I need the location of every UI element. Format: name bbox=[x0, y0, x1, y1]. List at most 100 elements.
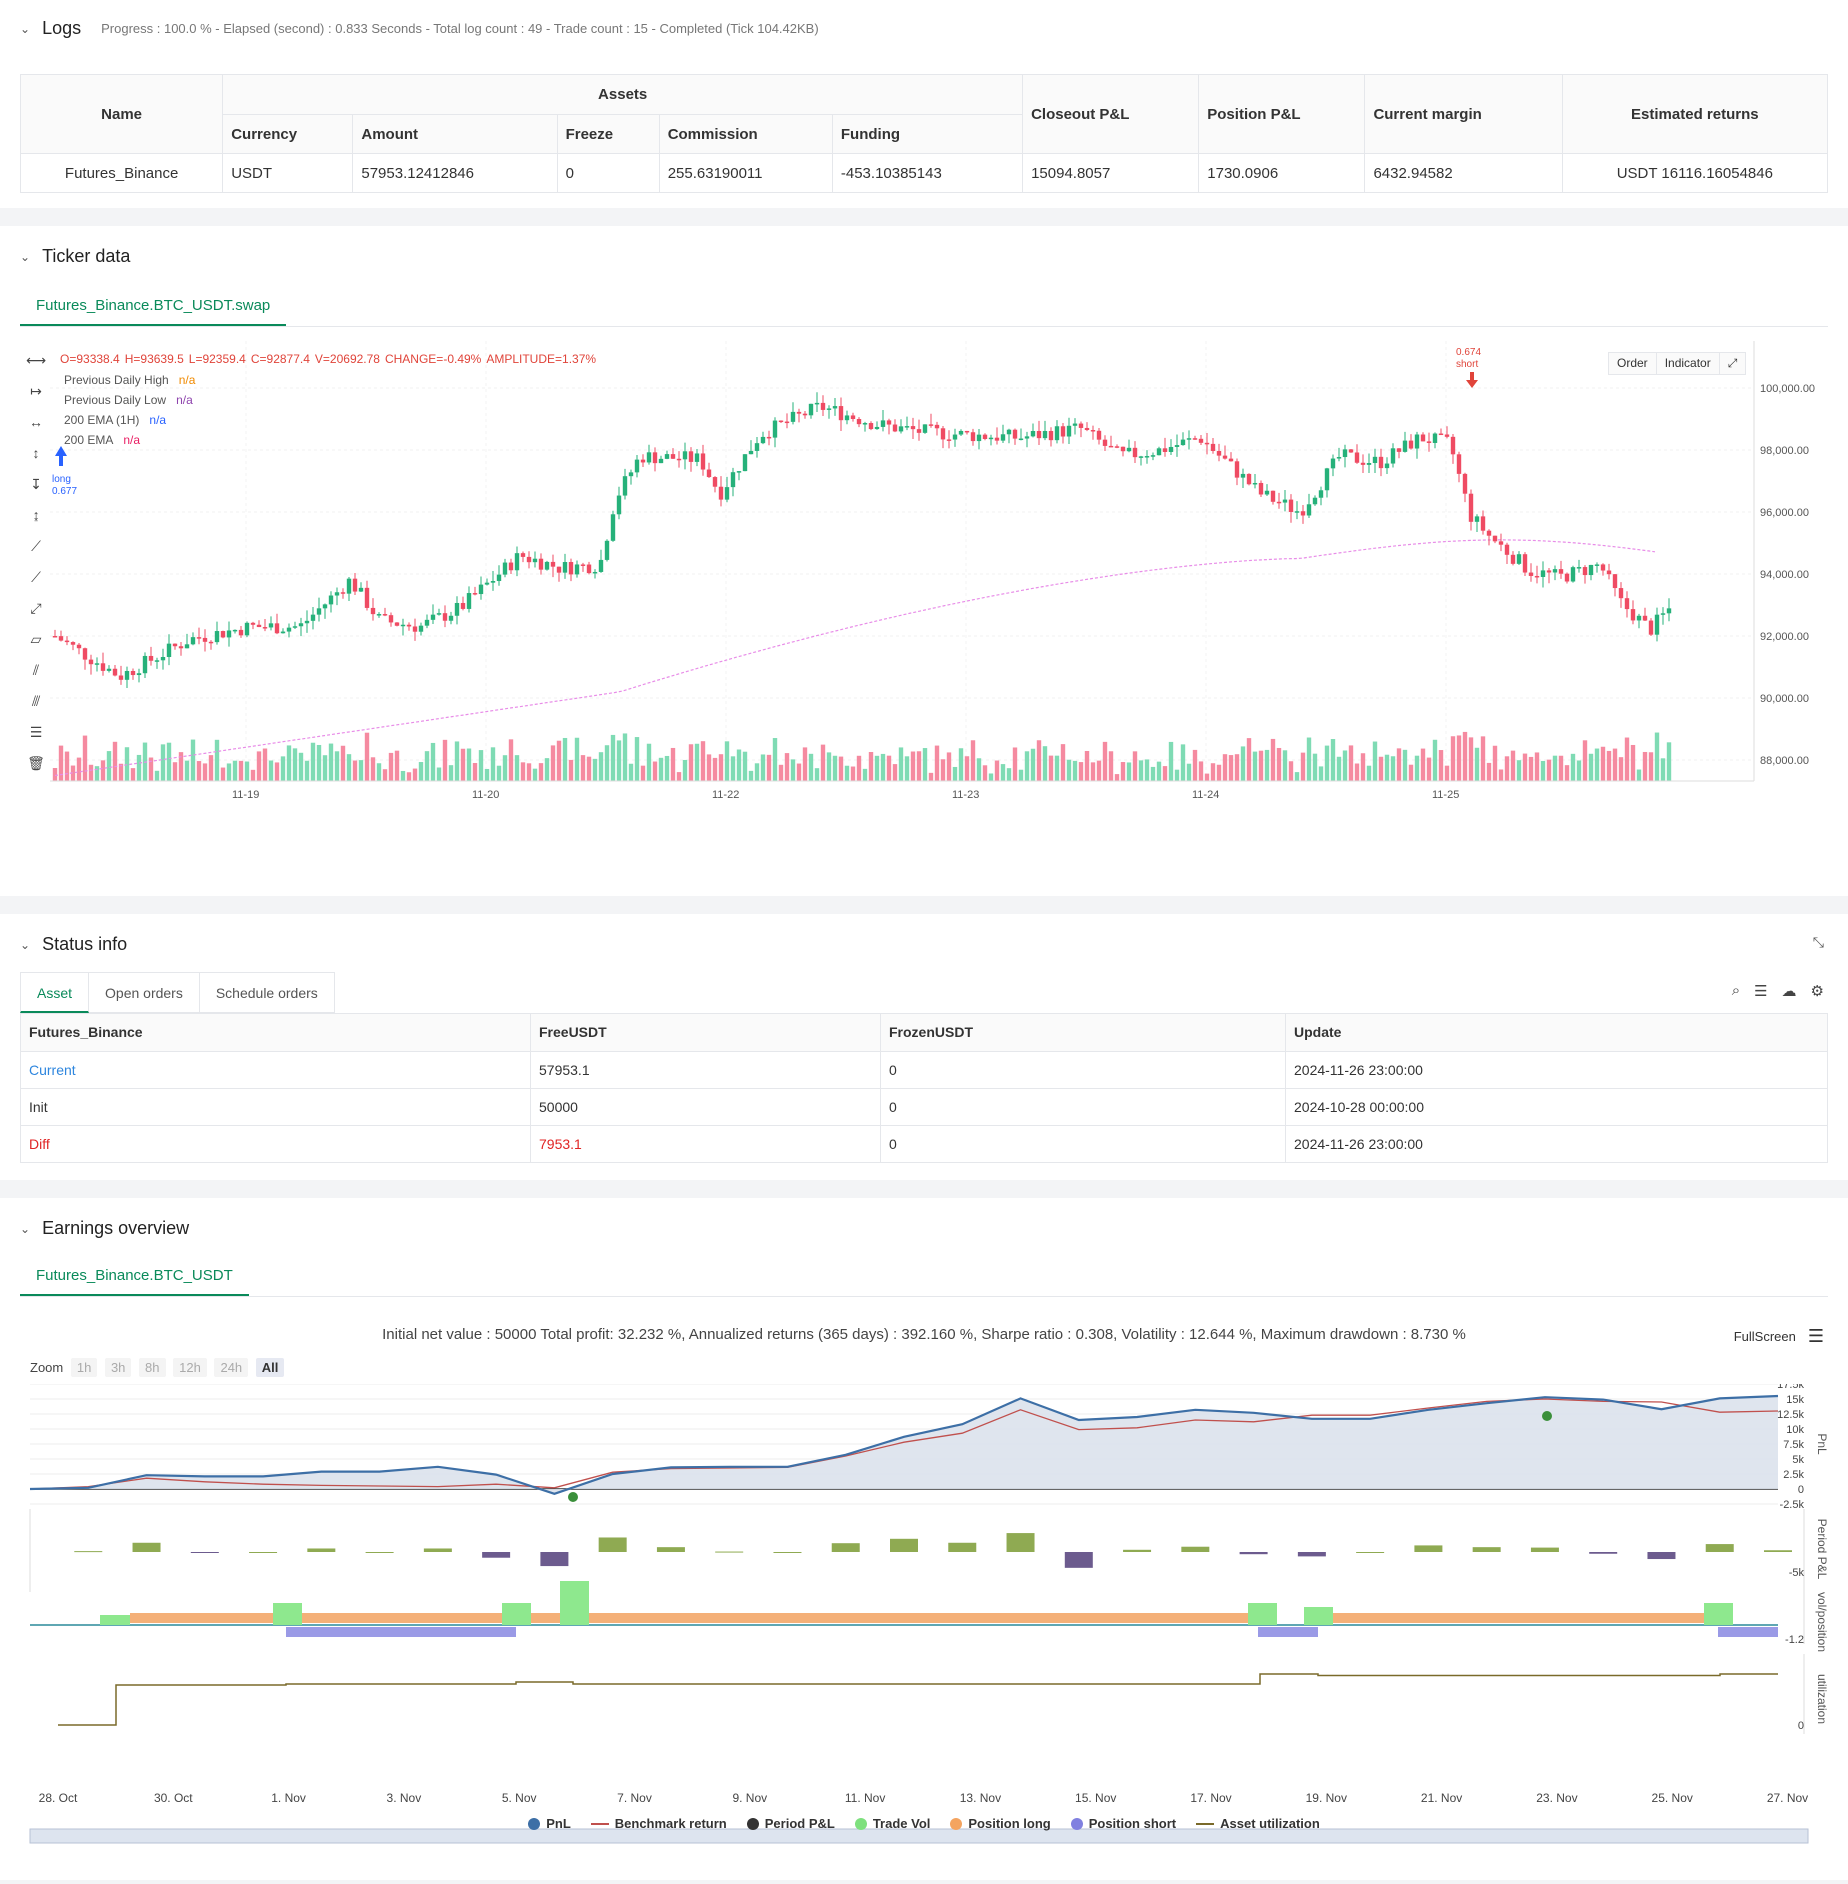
chevron-down-icon[interactable]: ⌄ bbox=[20, 21, 31, 36]
chevron-down-icon[interactable]: ⌄ bbox=[20, 249, 31, 264]
candle bbox=[628, 472, 634, 477]
trend-line-icon[interactable]: ⟋ bbox=[31, 537, 41, 554]
volume-bar bbox=[628, 763, 634, 781]
legend-item[interactable]: PnL bbox=[528, 1816, 571, 1831]
date-tick: 11-19 bbox=[232, 789, 259, 801]
legend-item[interactable]: Benchmark return bbox=[590, 1816, 727, 1831]
axis-title: utilization bbox=[1815, 1674, 1829, 1724]
candle bbox=[406, 624, 412, 627]
volume-bar bbox=[1342, 750, 1348, 781]
legend-item[interactable]: Asset utilization bbox=[1196, 1816, 1320, 1831]
extended-line-icon[interactable]: ⤢ bbox=[30, 599, 42, 616]
ticker-header[interactable]: ⌄ Ticker data bbox=[20, 246, 130, 267]
tab-earnings-symbol[interactable]: Futures_Binance.BTC_USDT bbox=[20, 1256, 249, 1296]
volume-bar bbox=[610, 734, 616, 781]
volume-bar bbox=[1444, 765, 1450, 781]
tab-schedule-orders[interactable]: Schedule orders bbox=[199, 972, 335, 1013]
trash-icon[interactable]: 🗑 bbox=[27, 754, 45, 771]
candle bbox=[424, 619, 430, 626]
candle bbox=[1366, 463, 1372, 465]
ray-line-icon[interactable]: ⟋ bbox=[31, 568, 41, 585]
trade-vol-bar bbox=[1304, 1607, 1333, 1625]
fullscreen-button[interactable]: FullScreen bbox=[1733, 1329, 1796, 1344]
candle bbox=[1570, 567, 1576, 582]
zoom-3h[interactable]: 3h bbox=[104, 1358, 132, 1377]
candle bbox=[940, 428, 946, 440]
legend-item[interactable]: Trade Vol bbox=[854, 1816, 930, 1831]
tab-open-orders[interactable]: Open orders bbox=[89, 972, 200, 1013]
candle bbox=[1102, 439, 1108, 446]
zoom-24h[interactable]: 24h bbox=[214, 1358, 249, 1377]
zoom-all[interactable]: All bbox=[255, 1358, 285, 1377]
zoom-8h[interactable]: 8h bbox=[139, 1358, 166, 1377]
candle bbox=[658, 458, 664, 464]
candle bbox=[796, 411, 802, 414]
vertical-ray-icon[interactable]: ↧ bbox=[30, 475, 42, 492]
util-tick: 0 bbox=[1798, 1720, 1804, 1732]
indicator-ema-1h[interactable]: 200 EMA (1H) n/a bbox=[64, 413, 167, 427]
candle bbox=[730, 472, 736, 488]
logs-title: Logs bbox=[42, 18, 82, 38]
earnings-chart[interactable]: 17.5k 15k 12.5k 10k 7.5k 5k 2.5k 0 -2.5k -5k -1.… bbox=[0, 1384, 1848, 1884]
tab-asset[interactable]: Asset bbox=[20, 972, 90, 1013]
candle bbox=[346, 578, 352, 594]
cloud-download-icon[interactable]: ☁ bbox=[1781, 983, 1797, 1000]
tab-ticker-symbol[interactable]: Futures_Binance.BTC_USDT.swap bbox=[20, 286, 287, 326]
arrow-line-icon[interactable]: ↔ bbox=[29, 414, 43, 430]
horizontal-ray-icon[interactable]: ↦ bbox=[30, 382, 42, 399]
legend-item[interactable]: Position short bbox=[1070, 1816, 1176, 1831]
indicator-ema[interactable]: 200 EMA n/a bbox=[64, 433, 141, 447]
candle bbox=[358, 587, 364, 592]
volume-bar bbox=[124, 747, 130, 781]
volume-bar bbox=[964, 756, 970, 781]
zoom-12h[interactable]: 12h bbox=[173, 1358, 207, 1377]
pnl-tick: 15k bbox=[1786, 1394, 1804, 1406]
indicator-button[interactable]: Indicator bbox=[1657, 353, 1720, 374]
volume-bar bbox=[1156, 761, 1162, 781]
fib-icon[interactable]: ⫻ bbox=[31, 692, 41, 709]
vertical-line-icon[interactable]: ↕ bbox=[32, 445, 40, 461]
logs-header[interactable]: ⌄ Logs Progress : 100.0 % - Elapsed (sec… bbox=[20, 18, 819, 39]
horizontal-line-icon[interactable]: ⟷ bbox=[25, 351, 47, 368]
candle bbox=[1648, 620, 1654, 635]
volume-bar bbox=[268, 760, 274, 781]
indicator-prev-daily-low[interactable]: Previous Daily Low n/a bbox=[64, 393, 193, 407]
volume-bar bbox=[238, 760, 244, 781]
expand-icon[interactable]: ⤢ bbox=[1727, 356, 1738, 370]
volume-bar bbox=[562, 737, 568, 781]
legend-item[interactable]: Position long bbox=[950, 1816, 1051, 1831]
candle bbox=[82, 648, 88, 660]
list-icon[interactable]: ☰ bbox=[1754, 983, 1768, 1000]
period-tick: -5k bbox=[1789, 1567, 1805, 1579]
period-pnl-bar bbox=[482, 1552, 511, 1558]
zoom-1h[interactable]: 1h bbox=[70, 1358, 98, 1377]
price-label-icon[interactable]: ⏥ bbox=[30, 630, 42, 647]
chevron-down-icon[interactable]: ⌄ bbox=[20, 937, 31, 952]
candle bbox=[634, 459, 640, 473]
candle bbox=[1036, 430, 1042, 439]
gear-icon[interactable]: ⚙ bbox=[1810, 983, 1824, 1000]
search-icon[interactable]: ⌕ bbox=[1731, 982, 1741, 999]
candle bbox=[160, 657, 166, 661]
volume-bar bbox=[1276, 747, 1282, 781]
vertical-segment-icon[interactable]: ↨ bbox=[32, 507, 40, 523]
indicator-prev-daily-high[interactable]: Previous Daily High n/a bbox=[64, 373, 196, 387]
collapse-icon[interactable]: ⤡ bbox=[1812, 934, 1824, 950]
menu-icon[interactable]: ☰ bbox=[1807, 1326, 1824, 1346]
candlestick-chart[interactable]: 100,000.00 98,000.00 96,000.00 94,000.00 92,… bbox=[0, 336, 1848, 806]
order-button[interactable]: Order bbox=[1609, 353, 1657, 374]
chevron-down-icon[interactable]: ⌄ bbox=[20, 1221, 31, 1236]
volume-bar bbox=[448, 765, 454, 781]
trade-vol-bar bbox=[502, 1603, 531, 1625]
legend-item[interactable]: Period P&L bbox=[746, 1816, 835, 1831]
axis-title: vol/position bbox=[1815, 1592, 1829, 1652]
vol-tick: -1.2 bbox=[1785, 1634, 1804, 1646]
long-label: long bbox=[52, 474, 71, 485]
volume-bar bbox=[724, 741, 730, 781]
candle bbox=[1252, 482, 1258, 485]
earnings-header[interactable]: ⌄ Earnings overview bbox=[20, 1218, 189, 1239]
status-header[interactable]: ⌄ Status info bbox=[20, 934, 127, 955]
measure-icon[interactable]: ☰ bbox=[29, 723, 43, 740]
navigator-scrollbar[interactable] bbox=[29, 1828, 1809, 1844]
parallel-channel-icon[interactable]: ⫽ bbox=[32, 661, 40, 678]
